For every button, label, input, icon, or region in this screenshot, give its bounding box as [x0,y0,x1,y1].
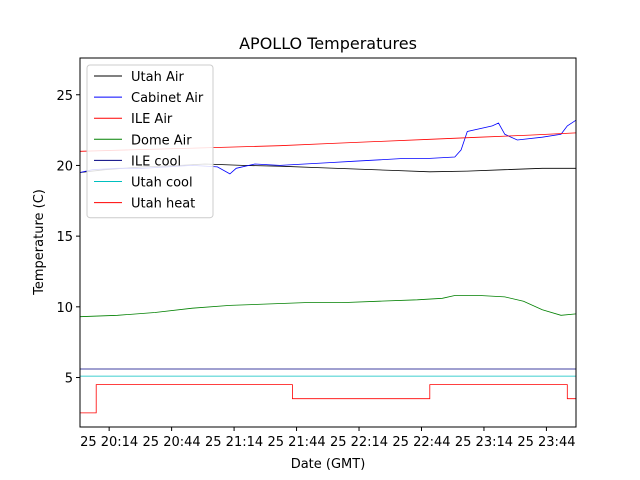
y-tick-label: 20 [56,159,73,174]
series-line-utah-heat [80,384,576,414]
x-tick-label: 25 21:44 [267,435,325,450]
x-tick-label: 25 23:44 [517,435,575,450]
chart-title: APOLLO Temperatures [239,34,417,53]
y-axis-label: Temperature (C) [32,189,47,296]
y-tick-label: 10 [56,301,73,316]
legend-label-ile-cool: ILE cool [131,154,181,169]
x-tick-label: 25 20:44 [143,435,201,450]
y-tick-label: 25 [56,89,73,104]
legend-label-dome-air: Dome Air [131,133,192,148]
y-tick-label: 15 [56,230,73,245]
legend-label-utah-air: Utah Air [131,70,184,85]
chart-legend: Utah Air Cabinet Air ILE Air Dome Air ILE co… [86,64,214,219]
legend-label-cabinet-air: Cabinet Air [131,91,204,106]
legend-label-utah-heat: Utah heat [131,197,195,212]
axis-ticks: 5 10 15 20 25 25 20:14 25 20:44 25 21:14 25 21:4… [56,89,575,450]
axes-frame [79,57,577,428]
x-tick-label: 25 21:14 [205,435,263,450]
x-tick-label: 25 22:14 [330,435,388,450]
legend-label-utah-cool: Utah cool [131,176,193,191]
y-tick-label: 5 [65,372,73,387]
series-line-dome-air [80,295,576,318]
legend-label-ile-air: ILE Air [131,112,173,127]
x-tick-label: 25 22:44 [392,435,450,450]
x-tick-label: 25 20:14 [80,435,138,450]
x-axis-label: Date (GMT) [291,457,366,472]
x-tick-label: 25 23:14 [455,435,513,450]
legend-box [86,64,214,219]
